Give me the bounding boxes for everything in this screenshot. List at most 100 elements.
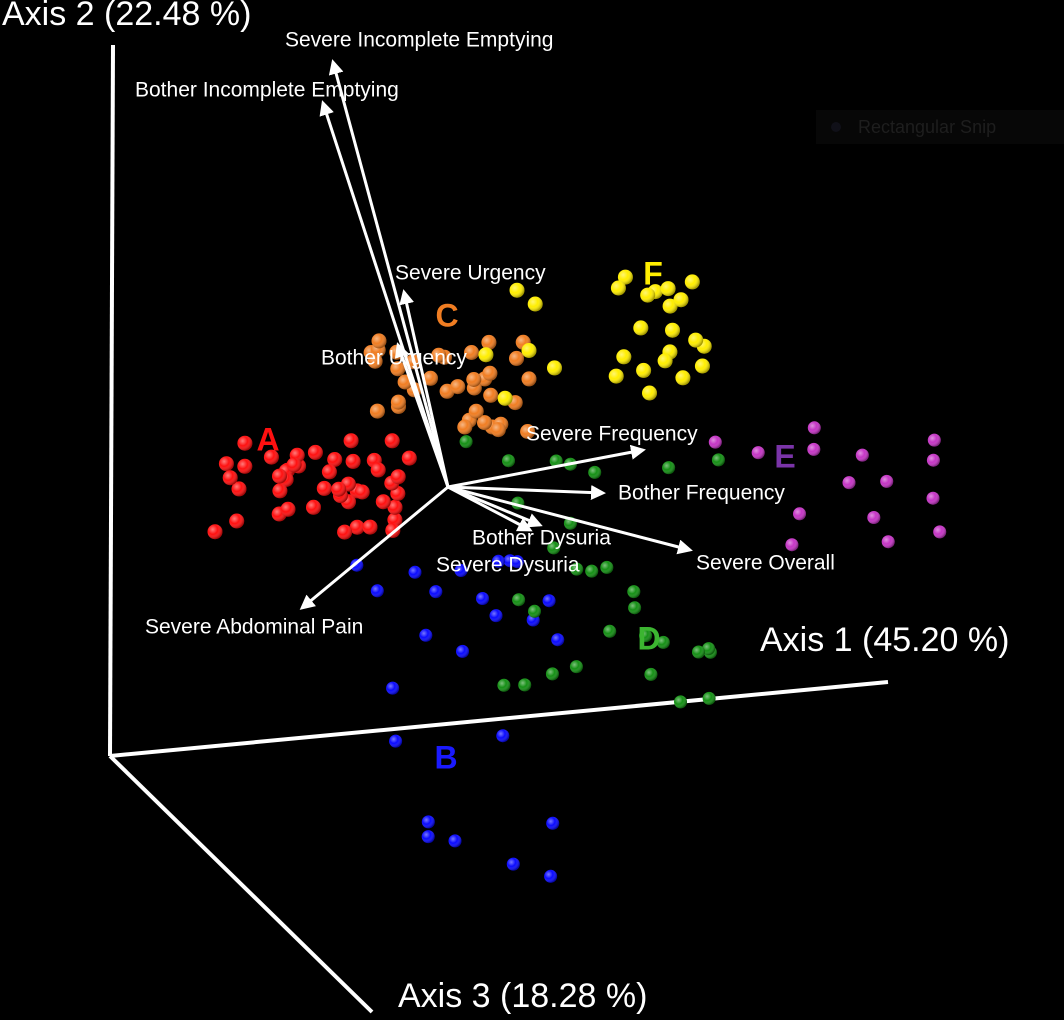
- point-shine: [456, 644, 469, 658]
- point-shine: [673, 292, 689, 308]
- vector-label: Severe Abdominal Pain: [145, 616, 363, 639]
- point-shine: [569, 660, 583, 674]
- point-shine: [506, 857, 520, 871]
- loading-arrow: [447, 485, 533, 532]
- point-shine: [708, 435, 722, 449]
- point-shine: [408, 565, 422, 579]
- vector-label: Bother Urgency: [321, 347, 467, 370]
- point-shine: [692, 645, 705, 659]
- point-shine: [585, 564, 599, 578]
- overlay-text: Rectangular Snip: [858, 117, 996, 137]
- point-shine: [527, 296, 543, 312]
- point-shine: [496, 729, 510, 743]
- point-shine: [389, 734, 403, 748]
- vector-label: Severe Incomplete Emptying: [285, 29, 553, 52]
- point-shine: [369, 403, 385, 419]
- point-shine: [642, 385, 657, 401]
- point-shine: [926, 491, 940, 505]
- axis-line: [108, 754, 374, 1014]
- axis-label: Axis 1 (45.20 %): [760, 621, 1009, 659]
- point-shine: [237, 435, 253, 451]
- point-shine: [481, 334, 497, 350]
- group-label: E: [774, 438, 795, 474]
- point-shine: [528, 604, 541, 618]
- point-shine: [867, 511, 881, 524]
- point-shine: [512, 593, 526, 607]
- loading-arrow: [447, 485, 606, 501]
- point-shine: [510, 555, 524, 569]
- vector-label: Bother Incomplete Emptying: [135, 79, 399, 102]
- point-shine: [387, 499, 403, 515]
- point-shine: [375, 494, 391, 510]
- point-shine: [421, 830, 435, 844]
- point-shine: [509, 282, 525, 298]
- point-shine: [489, 609, 503, 623]
- loading-arrow: [299, 485, 449, 610]
- point-shine: [263, 449, 279, 465]
- point-shine: [370, 584, 384, 598]
- loading-arrow: [328, 59, 450, 488]
- point-shine: [229, 513, 245, 529]
- point-shine: [362, 519, 378, 535]
- point-shine: [509, 350, 524, 366]
- point-shine: [490, 422, 506, 438]
- point-shine: [307, 444, 323, 460]
- point-shine: [588, 465, 602, 479]
- point-shine: [222, 470, 238, 486]
- point-shine: [316, 480, 332, 496]
- point-shine: [684, 274, 700, 290]
- point-shine: [345, 453, 361, 469]
- point-shine: [386, 681, 400, 695]
- overlay-icon: [831, 122, 841, 132]
- group-label: F: [643, 255, 663, 291]
- point-shine: [343, 433, 359, 449]
- point-shine: [702, 642, 716, 656]
- point-shine: [926, 453, 940, 467]
- point-shine: [218, 456, 234, 472]
- point-shine: [600, 560, 614, 574]
- point-shine: [656, 635, 670, 649]
- point-shine: [694, 358, 710, 374]
- point-shine: [665, 322, 680, 338]
- group-label: C: [435, 297, 458, 333]
- point-shine: [349, 519, 365, 535]
- point-shine: [549, 454, 563, 468]
- point-shine: [675, 370, 691, 386]
- vector-label: Severe Frequency: [526, 423, 698, 446]
- point-shine: [608, 368, 624, 384]
- point-shine: [483, 387, 499, 403]
- loading-arrow: [319, 100, 450, 488]
- point-shine: [518, 678, 532, 692]
- point-shine: [807, 442, 821, 456]
- point-shine: [337, 524, 353, 540]
- point-shine: [482, 365, 498, 381]
- vector-label: Severe Overall: [696, 552, 835, 575]
- point-shine: [927, 433, 941, 447]
- point-shine: [370, 462, 386, 478]
- point-shine: [272, 468, 287, 484]
- point-shine: [390, 361, 406, 377]
- axes: [108, 44, 889, 1014]
- point-shine: [423, 370, 438, 386]
- point-shine: [431, 347, 447, 363]
- point-shine: [429, 585, 443, 599]
- point-shine: [639, 629, 653, 643]
- loading-arrow: [447, 485, 693, 555]
- point-shine: [286, 457, 302, 473]
- point-shine: [640, 287, 656, 303]
- point-shine: [464, 345, 479, 360]
- point-shine: [855, 448, 869, 462]
- point-shine: [327, 452, 343, 467]
- point-shine: [628, 601, 642, 615]
- point-shine: [466, 372, 482, 387]
- point-shine: [237, 458, 253, 474]
- point-shine: [660, 281, 676, 297]
- overlay-box: [816, 110, 1064, 144]
- axis-line: [108, 44, 115, 757]
- axis-label: Axis 3 (18.28 %): [398, 977, 647, 1015]
- point-shine: [390, 469, 406, 485]
- point-shine: [633, 320, 649, 336]
- point-shine: [547, 541, 561, 555]
- point-shine: [711, 453, 725, 467]
